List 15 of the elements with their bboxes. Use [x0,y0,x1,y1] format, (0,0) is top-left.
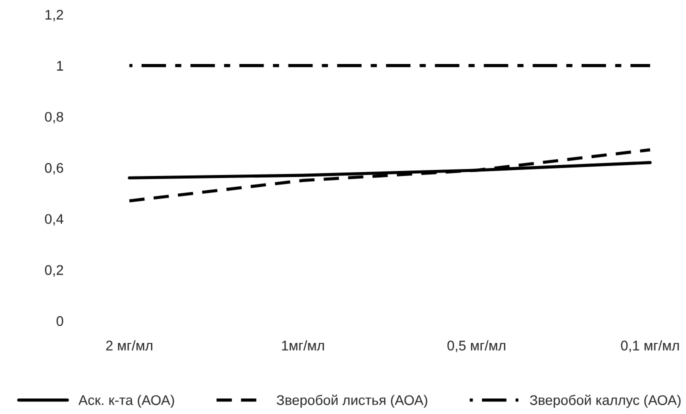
y-tick-label: 0,4 [44,214,64,226]
y-tick-label: 0 [56,316,64,326]
legend-label: Аск. к-та (АОА) [78,394,174,408]
x-tick-label: 1мг/мл [282,340,324,350]
line-series [128,148,652,202]
y-tick-label: 1 [57,61,64,71]
x-tick-label: 0,5 мг/мл [447,340,506,352]
y-tick-label: 0,2 [44,265,64,277]
y-tick-label: 1,2 [45,10,64,22]
legend-label: Зверобой каллус (АОА) [530,394,681,408]
x-tick-label: 0,1 мг/мл [621,340,679,352]
y-tick-label: 0,6 [44,163,64,174]
x-tick-label: 2 мг/мл [106,340,152,350]
y-tick-label: 0,8 [44,112,64,124]
legend-label: Зверобой листья (АОА) [276,394,428,408]
